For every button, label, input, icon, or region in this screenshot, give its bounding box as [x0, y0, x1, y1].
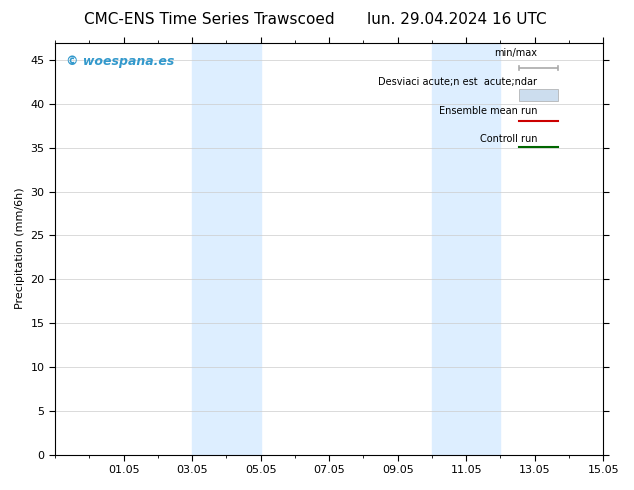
Text: Controll run: Controll run: [480, 134, 538, 145]
Text: CMC-ENS Time Series Trawscoed: CMC-ENS Time Series Trawscoed: [84, 12, 335, 27]
Text: lun. 29.04.2024 16 UTC: lun. 29.04.2024 16 UTC: [366, 12, 547, 27]
Text: Desviaci acute;n est  acute;ndar: Desviaci acute;n est acute;ndar: [378, 77, 538, 87]
Bar: [192, 43, 261, 455]
Text: Ensemble mean run: Ensemble mean run: [439, 105, 538, 116]
Y-axis label: Precipitation (mm/6h): Precipitation (mm/6h): [15, 188, 25, 309]
Text: min/max: min/max: [495, 48, 538, 58]
Text: © woespana.es: © woespana.es: [66, 55, 174, 68]
Bar: [432, 43, 500, 455]
